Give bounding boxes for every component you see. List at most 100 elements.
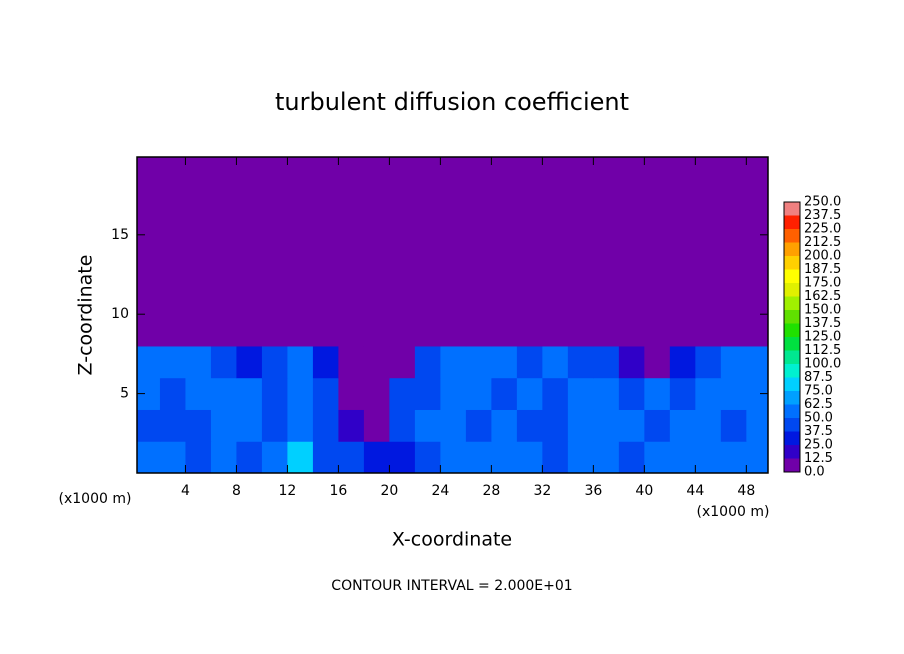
cell: [185, 345, 212, 379]
cell: [491, 345, 518, 379]
cell: [720, 441, 747, 474]
x-tick-label: 32: [533, 483, 551, 499]
y-tick-label: 5: [120, 386, 129, 402]
cell: [516, 345, 543, 379]
cell: [491, 377, 518, 410]
colorbar-label: 150.0: [804, 303, 841, 318]
cell: [465, 441, 492, 474]
colorbar-box: [784, 215, 800, 229]
colorbar-box: [784, 391, 800, 405]
x-tick-label: 28: [482, 483, 500, 499]
cell: [720, 377, 747, 410]
x-tick-label: 12: [279, 483, 297, 499]
cell: [210, 345, 237, 379]
cell: [695, 377, 722, 410]
cell: [644, 345, 671, 379]
colorbar-label: 187.5: [804, 262, 841, 277]
cell: [137, 157, 161, 347]
cell: [465, 157, 492, 347]
x-axis-label: X-coordinate: [392, 529, 512, 551]
cell: [363, 409, 390, 442]
colorbar-label: 212.5: [804, 235, 841, 250]
cell: [542, 441, 569, 474]
colorbar-label: 25.0: [804, 438, 833, 453]
cell: [695, 409, 722, 442]
cell: [516, 157, 543, 347]
cell: [746, 157, 769, 347]
cell: [593, 409, 620, 442]
cell: [440, 441, 467, 474]
cell: [287, 377, 314, 410]
cell: [567, 157, 594, 347]
cell: [287, 345, 314, 379]
cell: [440, 409, 467, 442]
colorbar-label: 12.5: [804, 451, 833, 466]
cell: [669, 441, 696, 474]
colorbar-box: [784, 431, 800, 445]
cell: [491, 441, 518, 474]
cell: [236, 345, 263, 379]
cell: [236, 409, 263, 442]
colorbar-label: 175.0: [804, 276, 841, 291]
cell: [440, 157, 467, 347]
cell: [185, 409, 212, 442]
cell: [137, 409, 161, 442]
y-tick-label: 15: [111, 227, 129, 243]
cell: [746, 409, 769, 442]
colorbar-label: 250.0: [804, 195, 841, 210]
cell: [542, 157, 569, 347]
colorbar-label: 62.5: [804, 397, 833, 412]
cell: [542, 409, 569, 442]
colorbar-label: 200.0: [804, 249, 841, 264]
colorbar-box: [784, 283, 800, 297]
cell: [363, 441, 390, 474]
cell: [618, 441, 645, 474]
cell: [261, 157, 288, 347]
cell: [287, 409, 314, 442]
cell: [695, 441, 722, 474]
cell: [644, 157, 671, 347]
cell: [567, 377, 594, 410]
colorbar-label: 87.5: [804, 370, 833, 385]
cell: [440, 377, 467, 410]
cell: [491, 409, 518, 442]
colorbar-label: 125.0: [804, 330, 841, 345]
colorbar-label: 37.5: [804, 424, 833, 439]
cell: [720, 157, 747, 347]
cell: [312, 409, 339, 442]
cell: [338, 409, 365, 442]
cell: [669, 409, 696, 442]
cell: [720, 409, 747, 442]
colorbar-box: [784, 269, 800, 283]
cell: [338, 377, 365, 410]
cell: [210, 441, 237, 474]
cell: [338, 441, 365, 474]
cell: [414, 377, 441, 410]
cell: [618, 345, 645, 379]
cell: [312, 377, 339, 410]
cell: [287, 441, 314, 474]
cell: [236, 441, 263, 474]
colorbar-label: 50.0: [804, 411, 833, 426]
colorbar-label: 237.5: [804, 208, 841, 223]
x-tick-label: 36: [584, 483, 602, 499]
colorbar-box: [784, 310, 800, 324]
x-unit: (x1000 m): [697, 504, 770, 520]
y-unit: (x1000 m): [59, 491, 132, 507]
cell: [338, 157, 365, 347]
cell: [338, 345, 365, 379]
x-tick-label: 24: [431, 483, 449, 499]
cell: [389, 377, 416, 410]
cell: [363, 157, 390, 347]
colorbar-label: 162.5: [804, 289, 841, 304]
cell: [465, 377, 492, 410]
x-tick-label: 44: [686, 483, 704, 499]
colorbar-box: [784, 242, 800, 256]
cell: [236, 157, 263, 347]
cell: [491, 157, 518, 347]
cell: [567, 409, 594, 442]
cell: [185, 377, 212, 410]
colorbar-label: 225.0: [804, 222, 841, 237]
x-tick-label: 8: [232, 483, 241, 499]
cell: [669, 157, 696, 347]
